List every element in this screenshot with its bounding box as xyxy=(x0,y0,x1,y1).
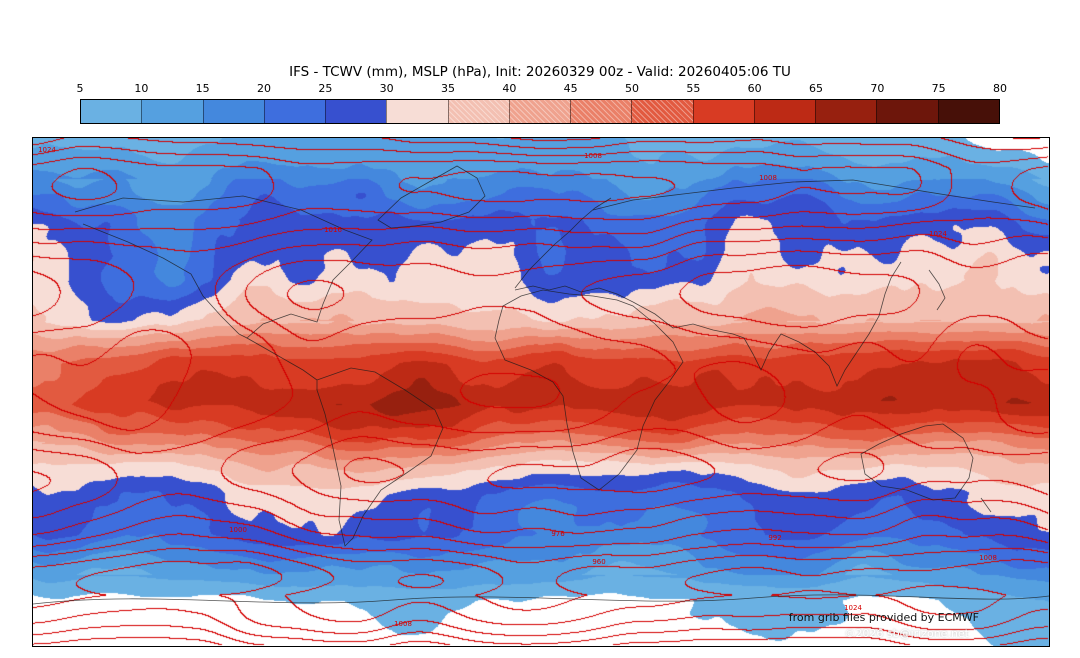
colorbar-cell xyxy=(692,100,754,123)
attribution-ecmwf: from grib files provided by ECMWF xyxy=(788,611,979,624)
colorbar-label: 70 xyxy=(870,82,885,95)
pressure-label: 1008 xyxy=(759,174,777,182)
attribution-copyright: ©2026 sb@irizone.net xyxy=(844,627,969,640)
colorbar-cell xyxy=(937,100,999,123)
colorbar-cell xyxy=(815,100,877,123)
colorbar-cell xyxy=(325,100,387,123)
pressure-label: 1000 xyxy=(229,526,247,534)
colorbar xyxy=(80,99,1000,124)
chart-title: IFS - TCWV (mm), MSLP (hPa), Init: 20260… xyxy=(289,64,791,80)
pressure-label: 1024 xyxy=(38,146,56,154)
colorbar-label: 30 xyxy=(379,82,394,95)
colorbar-cell xyxy=(753,100,816,123)
colorbar-label: 75 xyxy=(931,82,946,95)
pressure-label: 1016 xyxy=(324,226,342,234)
colorbar-label: 5 xyxy=(76,82,84,95)
pressure-label: 1008 xyxy=(979,554,997,562)
colorbar-label: 55 xyxy=(686,82,701,95)
pressure-label: 960 xyxy=(592,558,606,566)
colorbar-label: 35 xyxy=(441,82,455,95)
pressure-label: 1024 xyxy=(844,604,862,612)
pressure-label: 976 xyxy=(551,530,565,538)
colorbar-cell xyxy=(508,100,571,123)
colorbar-label: 80 xyxy=(993,82,1007,95)
pressure-label: 1024 xyxy=(929,230,947,238)
colorbar-label: 10 xyxy=(134,82,149,95)
colorbar-cell xyxy=(202,100,264,123)
colorbar-label: 45 xyxy=(563,82,578,95)
map-frame: 1024 1016 1008 1008 1024 1000 976 960 992 1008 100… xyxy=(32,137,1050,647)
colorbar-cell xyxy=(81,100,142,123)
colorbar-label: 25 xyxy=(318,82,333,95)
colorbar-label: 50 xyxy=(625,82,639,95)
colorbar-label: 40 xyxy=(502,82,517,95)
colorbar-cell xyxy=(631,100,693,123)
colorbar-cell xyxy=(876,100,938,123)
colorbar-label: 20 xyxy=(257,82,271,95)
colorbar-cell xyxy=(386,100,448,123)
pressure-label: 1008 xyxy=(394,620,412,628)
pressure-label: 1008 xyxy=(584,152,602,160)
colorbar-label: 60 xyxy=(747,82,762,95)
colorbar-cell xyxy=(570,100,632,123)
colorbar-label: 65 xyxy=(809,82,823,95)
colorbar-cell xyxy=(263,100,326,123)
pressure-label: 992 xyxy=(768,534,782,542)
colorbar-label: 15 xyxy=(195,82,210,95)
colorbar-cell xyxy=(447,100,509,123)
map-canvas xyxy=(33,138,1049,646)
colorbar-labels: 5 10 15 20 25 30 35 40 45 50 55 60 65 70 75 80 xyxy=(76,82,1008,95)
colorbar-cell xyxy=(141,100,203,123)
